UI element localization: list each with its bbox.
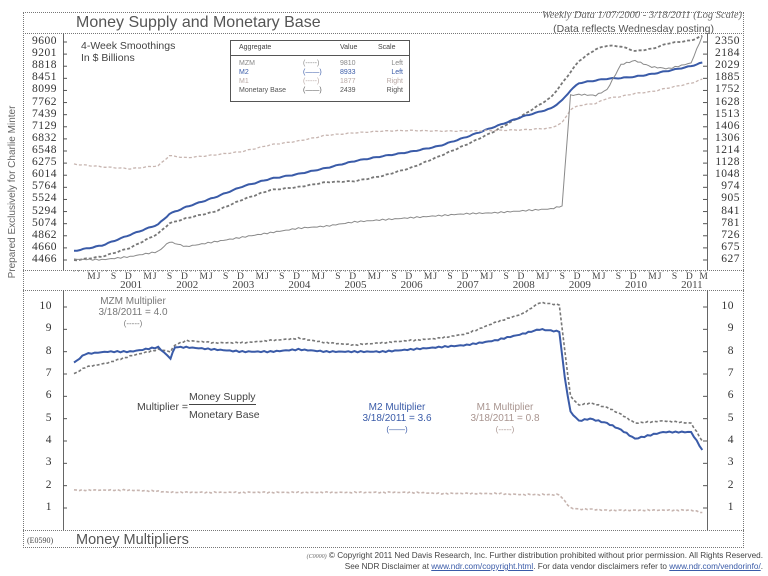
disclaimer-mid: . For data vendor disclaimers refer to — [533, 562, 669, 571]
formula-prefix: Multiplier = — [137, 401, 188, 413]
footer-code: (C0000) — [307, 554, 327, 560]
annotation-name: M2 Multiplier — [352, 402, 442, 413]
series-line-m2 — [74, 63, 702, 251]
series-line-mzm — [74, 36, 702, 260]
disclaimer-prefix: See NDR Disclaimer at — [345, 562, 431, 571]
series-line-monetary-base — [74, 36, 702, 260]
formula-numerator: Money Supply — [189, 391, 256, 405]
bottom-chart-title: Money Multipliers — [76, 532, 189, 548]
top-chart-plot — [0, 0, 768, 576]
copyright-text: © Copyright 2011 Ned Davis Research, Inc… — [329, 551, 763, 560]
multiplier-annotation: M1 Multiplier3/18/2011 = 0.8(-----) — [460, 402, 550, 435]
multiplier-annotation: MZM Multiplier3/18/2011 = 4.0(-----) — [88, 296, 178, 329]
disclaimer-suffix: . — [761, 562, 763, 571]
annotation-name: M1 Multiplier — [460, 402, 550, 413]
annotation-style: (-----) — [460, 424, 550, 435]
chart-code: (E0590) — [27, 536, 53, 545]
annotation-date-value: 3/18/2011 = 4.0 — [88, 307, 178, 318]
copyright-line: (C0000) © Copyright 2011 Ned Davis Resea… — [250, 551, 763, 560]
formula-denominator: Monetary Base — [189, 409, 260, 421]
annotation-style: (——) — [352, 424, 442, 435]
copyright-link[interactable]: www.ndr.com/copyright.html — [431, 562, 533, 571]
annotation-style: (-----) — [88, 318, 178, 329]
annotation-date-value: 3/18/2011 = 3.6 — [352, 413, 442, 424]
vendor-info-link[interactable]: www.ndr.com/vendorinfo/ — [669, 562, 760, 571]
disclaimer-line: See NDR Disclaimer at www.ndr.com/copyri… — [250, 562, 763, 571]
annotation-name: MZM Multiplier — [88, 296, 178, 307]
series-line-m1-multiplier — [74, 490, 702, 513]
multiplier-annotation: M2 Multiplier3/18/2011 = 3.6(——) — [352, 402, 442, 435]
annotation-date-value: 3/18/2011 = 0.8 — [460, 413, 550, 424]
